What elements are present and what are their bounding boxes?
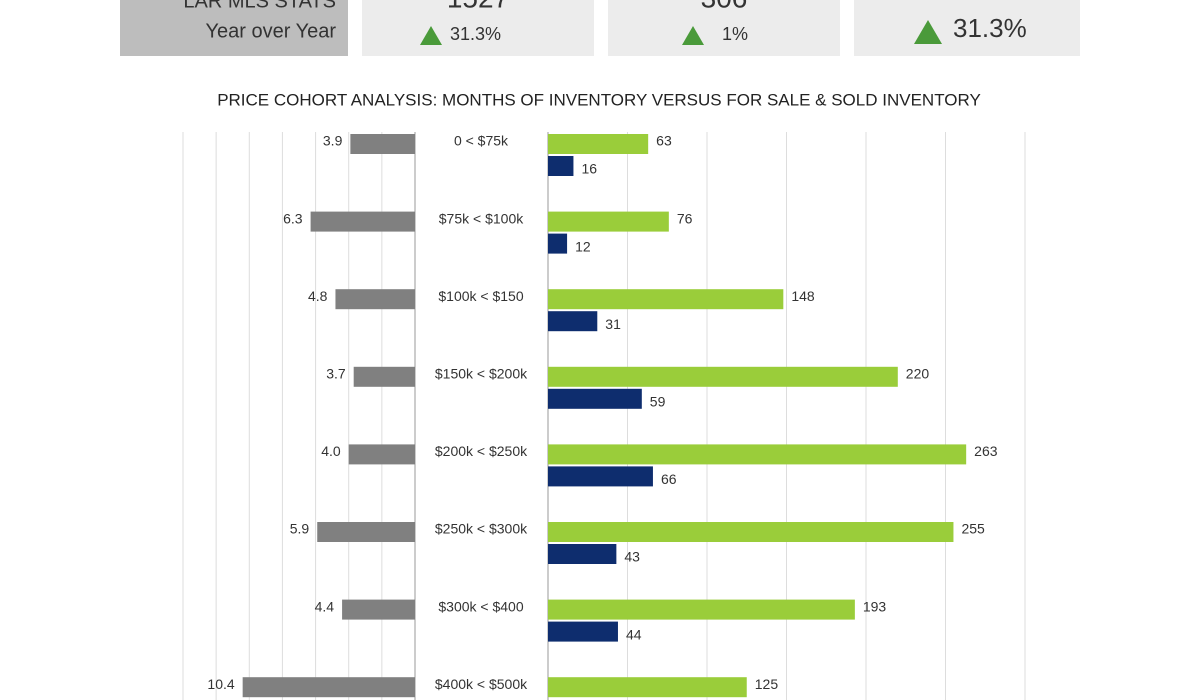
stat-change: 31.3%	[953, 13, 1027, 43]
stat-change: 1%	[722, 24, 748, 44]
bar	[548, 522, 954, 542]
bar	[548, 544, 617, 564]
category-label: $400k < $500k	[435, 676, 528, 692]
bar	[548, 233, 568, 254]
bar	[350, 134, 415, 154]
bar	[548, 621, 618, 642]
data-label: 63	[656, 133, 672, 149]
category-label: $150k < $200k	[435, 366, 528, 382]
up-arrow	[682, 26, 704, 45]
data-label: 193	[863, 598, 887, 614]
category-label: 0 < $75k	[454, 133, 509, 149]
data-label: 263	[974, 443, 998, 459]
bar	[548, 677, 747, 698]
stat-box	[608, 0, 840, 56]
data-label: 148	[791, 288, 815, 304]
bar	[342, 599, 415, 620]
data-label: 43	[624, 549, 640, 565]
data-label: 31	[605, 316, 621, 332]
bar	[317, 522, 415, 542]
bar	[548, 599, 855, 620]
bar	[548, 466, 653, 487]
up-arrow	[914, 20, 942, 44]
stats-subtitle: Year over Year	[206, 20, 337, 42]
data-label: 44	[626, 626, 642, 642]
bar	[548, 444, 967, 465]
up-arrow	[420, 26, 442, 45]
bar	[548, 289, 784, 310]
category-label: $250k < $300k	[435, 521, 528, 537]
data-label: 6.3	[283, 210, 303, 226]
data-label: 16	[581, 161, 597, 177]
bar	[548, 156, 574, 176]
data-label: 125	[755, 676, 779, 692]
data-label: 66	[661, 471, 677, 487]
bar	[335, 289, 415, 310]
stats-title: LAR MLS STATS	[183, 0, 336, 12]
bar	[548, 211, 669, 232]
stats-label-box	[120, 0, 348, 56]
stat-box	[362, 0, 594, 56]
stat-value: 1527	[447, 0, 509, 13]
stat-value: 306	[701, 0, 748, 13]
stat-box	[854, 0, 1080, 56]
data-label: 4.4	[315, 598, 335, 614]
chart-title: PRICE COHORT ANALYSIS: MONTHS OF INVENTO…	[217, 90, 981, 109]
category-label: $300k < $400	[438, 598, 523, 614]
category-label: $100k < $150	[438, 288, 523, 304]
bar	[348, 444, 415, 465]
category-label: $75k < $100k	[439, 210, 524, 226]
bar	[548, 311, 598, 332]
data-label: 255	[961, 521, 985, 537]
data-label: 3.9	[323, 133, 343, 149]
bar	[548, 366, 898, 387]
data-label: 12	[575, 238, 591, 254]
bar	[242, 677, 415, 698]
data-label: 4.8	[308, 288, 328, 304]
data-label: 59	[650, 394, 666, 410]
data-label: 76	[677, 210, 693, 226]
data-label: 5.9	[290, 521, 310, 537]
data-label: 4.0	[321, 443, 341, 459]
data-label: 10.4	[207, 676, 234, 692]
bar	[548, 134, 649, 154]
bar	[548, 388, 642, 409]
data-label: 220	[906, 366, 930, 382]
stat-change: 31.3%	[450, 24, 501, 44]
category-label: $200k < $250k	[435, 443, 528, 459]
data-label: 3.7	[326, 366, 346, 382]
bar	[353, 366, 415, 387]
bar	[310, 211, 415, 232]
